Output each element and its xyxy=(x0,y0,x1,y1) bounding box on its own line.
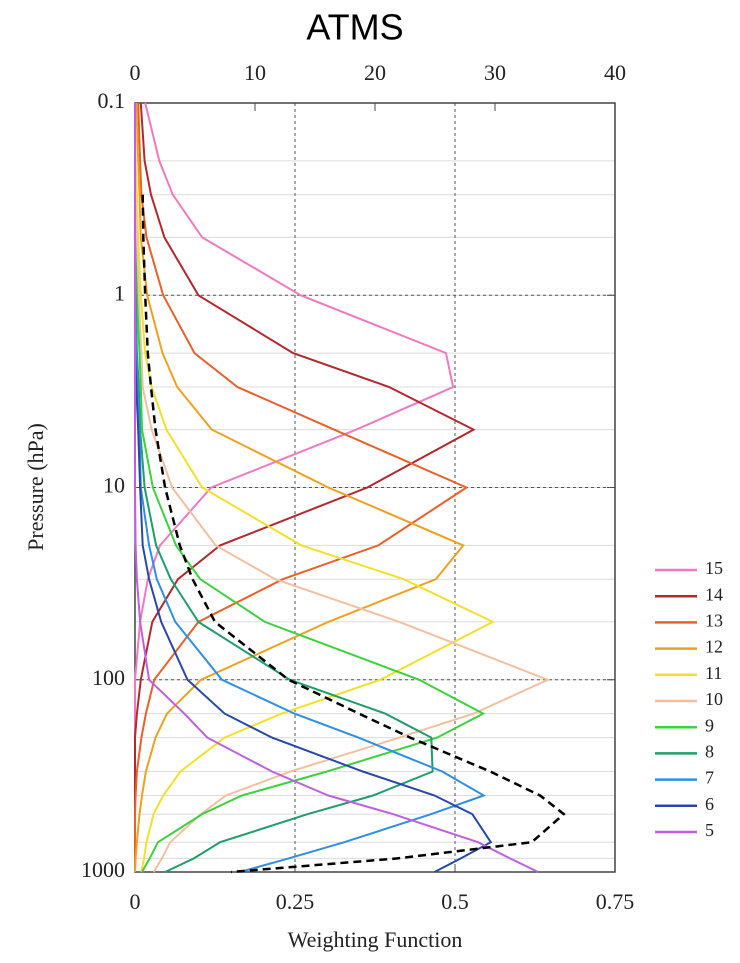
x-axis-label: Weighting Function xyxy=(288,927,463,952)
x-tick-label: 0 xyxy=(130,889,141,914)
x-tick-label: 0.25 xyxy=(276,889,315,914)
x2-tick-label: 20 xyxy=(364,60,386,85)
legend-label: 15 xyxy=(705,558,723,578)
legend-label: 12 xyxy=(705,637,723,657)
series-line xyxy=(134,103,539,873)
series-line xyxy=(134,102,469,872)
x2-tick-label: 40 xyxy=(604,60,626,85)
legend-label: 7 xyxy=(705,768,714,788)
x-tick-label: 0.5 xyxy=(441,889,469,914)
y-tick-label: 0.1 xyxy=(98,88,126,113)
y-axis-label: Pressure (hPa) xyxy=(23,423,48,551)
series-line xyxy=(134,102,465,873)
legend-label: 11 xyxy=(705,663,722,683)
y-tick-label: 1000 xyxy=(81,857,125,882)
chart-title: ATMS xyxy=(306,7,403,48)
legend-label: 9 xyxy=(705,715,714,735)
x2-tick-label: 30 xyxy=(484,60,506,85)
x2-tick-label: 0 xyxy=(130,60,141,85)
legend-label: 5 xyxy=(705,820,714,840)
series-line xyxy=(134,102,496,873)
series-line xyxy=(134,103,551,873)
x-tick-label: 0.75 xyxy=(596,889,635,914)
x2-tick-label: 10 xyxy=(244,60,266,85)
y-tick-label: 1 xyxy=(114,280,125,305)
legend-label: 10 xyxy=(705,689,723,709)
legend-label: 6 xyxy=(705,794,714,814)
y-tick-label: 10 xyxy=(103,473,125,498)
y-tick-label: 100 xyxy=(92,665,125,690)
legend-label: 13 xyxy=(705,611,723,631)
legend-label: 14 xyxy=(705,584,723,604)
legend-label: 8 xyxy=(705,742,714,762)
series-line xyxy=(141,194,566,874)
